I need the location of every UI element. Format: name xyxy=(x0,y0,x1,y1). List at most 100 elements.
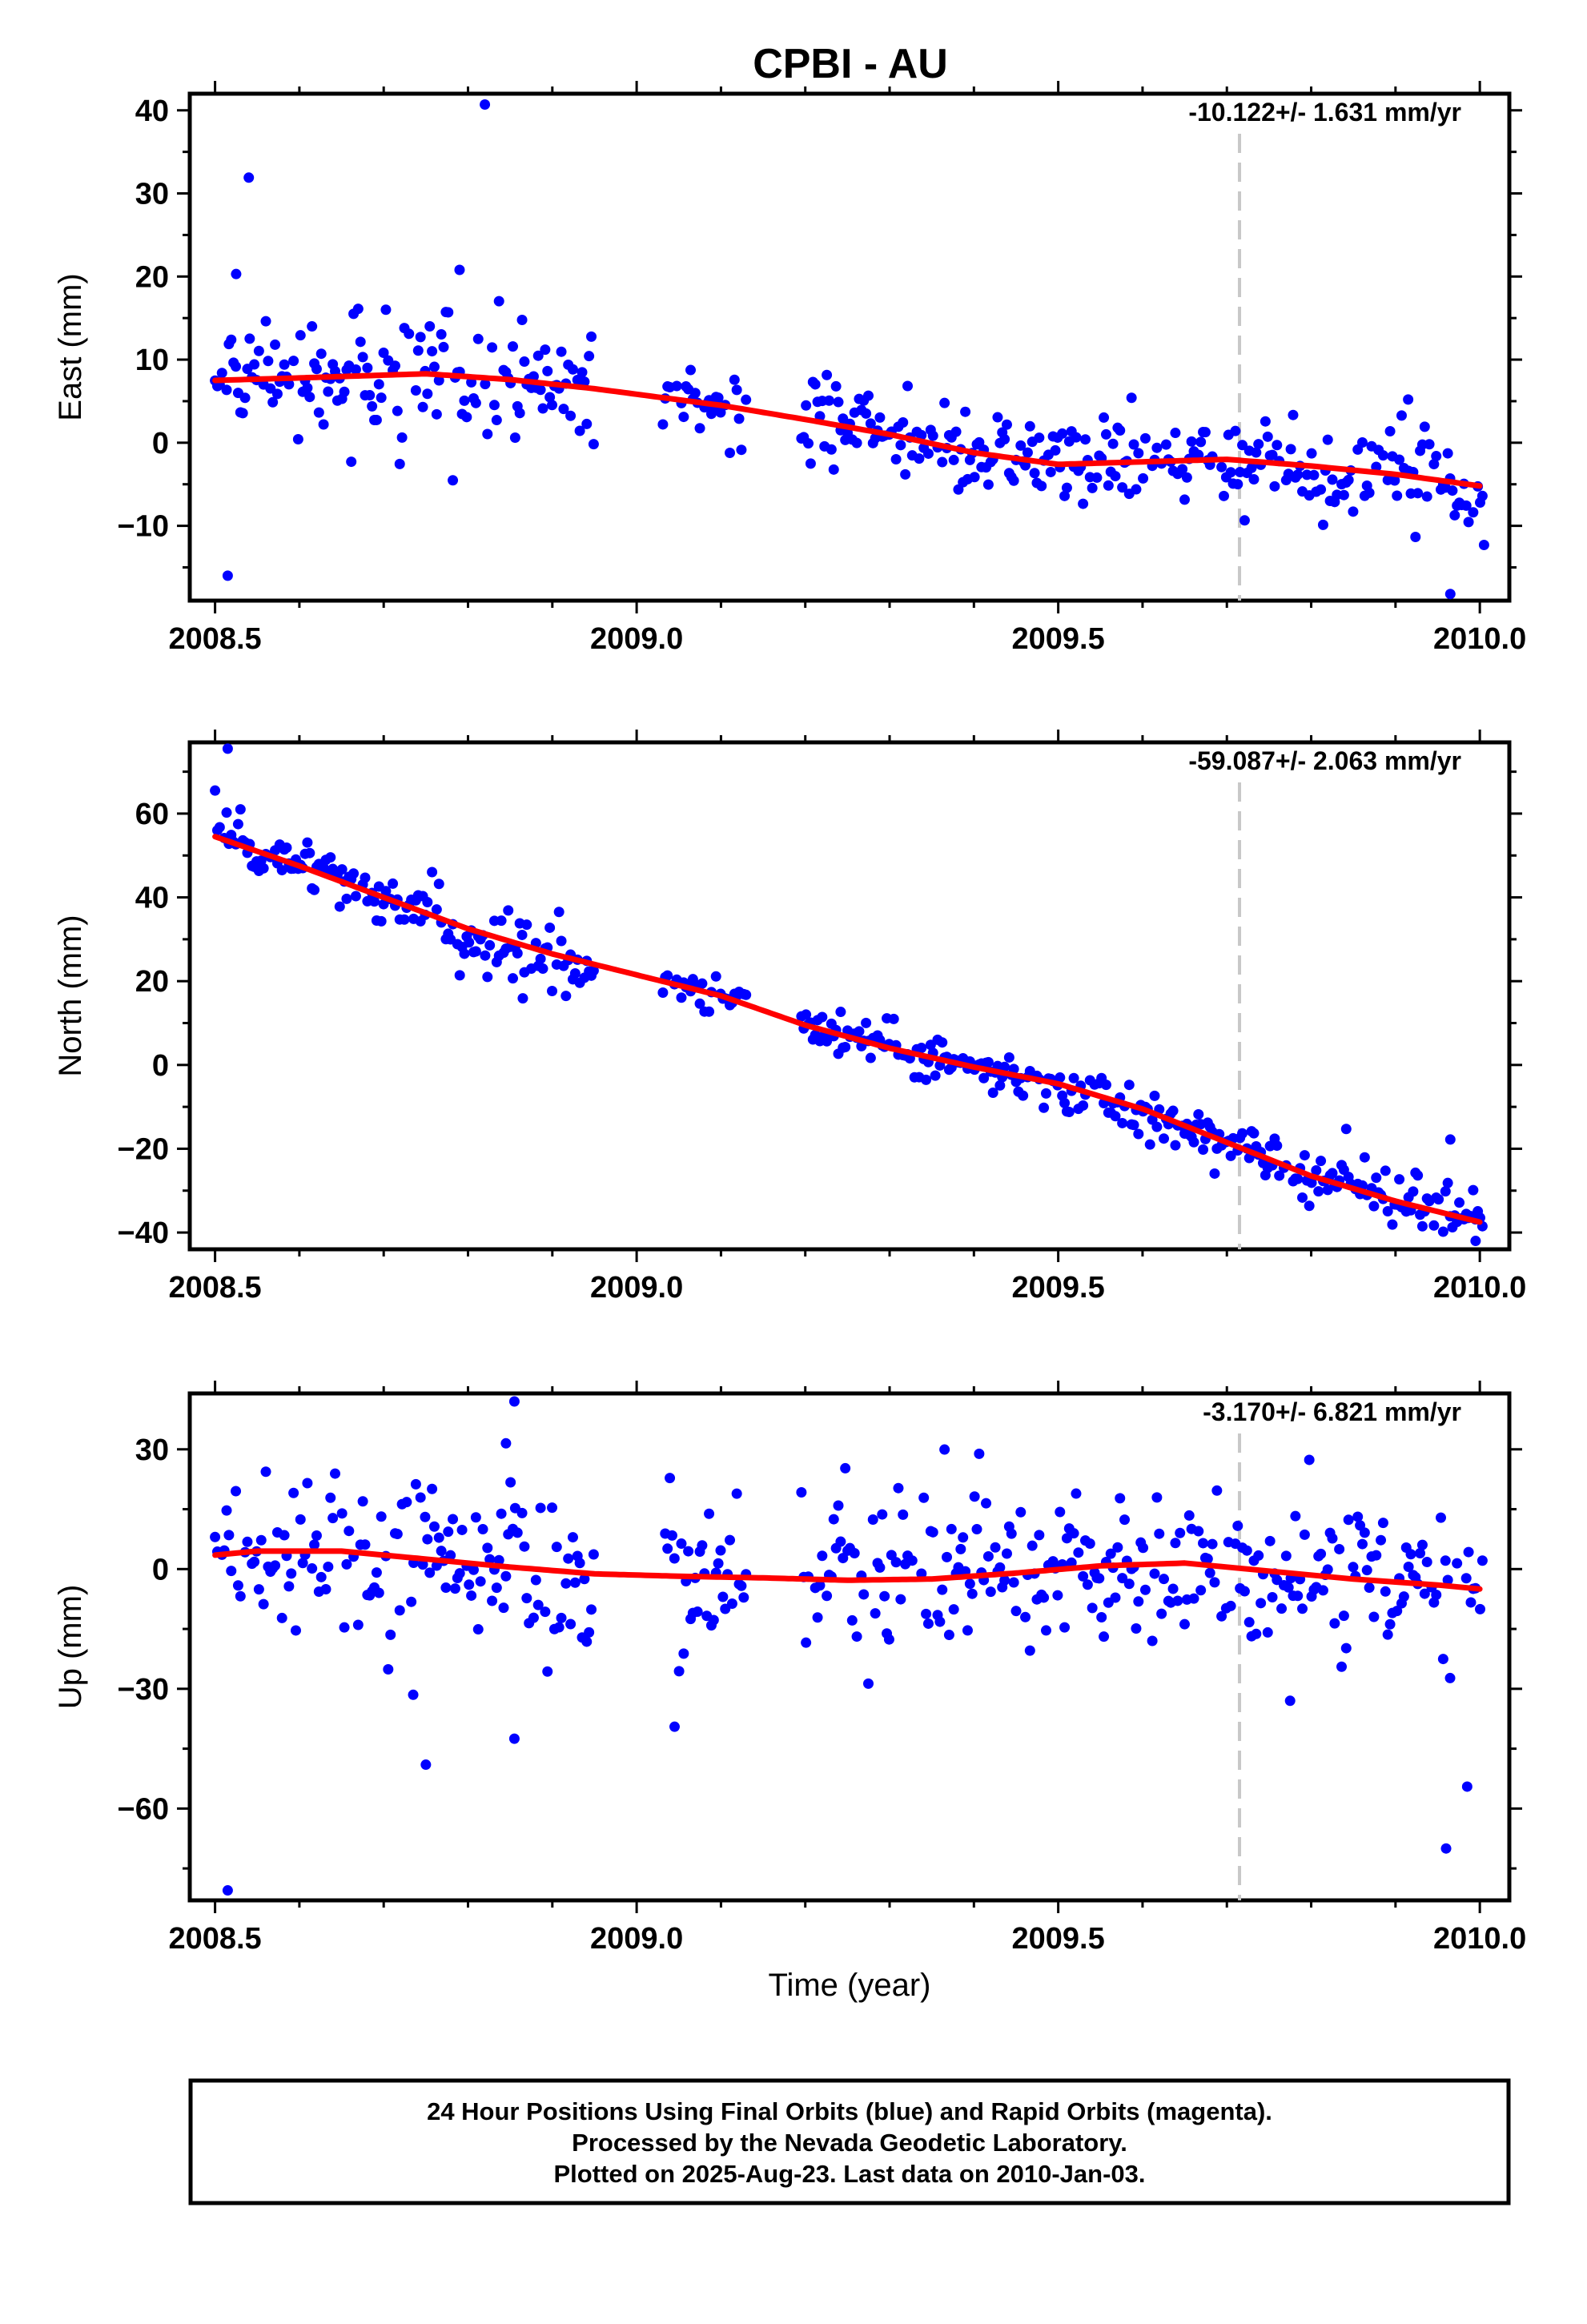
up-point xyxy=(1435,1512,1446,1523)
up-point xyxy=(1392,1606,1403,1617)
east-point xyxy=(1036,480,1047,492)
up-point xyxy=(521,1593,532,1604)
up-point xyxy=(1421,1556,1432,1567)
east-point xyxy=(1216,461,1227,472)
up-y-tick-label: −30 xyxy=(118,1673,169,1707)
east-point xyxy=(581,418,593,429)
up-point xyxy=(1316,1548,1327,1559)
up-point xyxy=(704,1508,715,1519)
east-point xyxy=(516,315,528,326)
up-point xyxy=(242,1536,253,1547)
east-point xyxy=(1327,474,1338,485)
east-x-tick-label: 2008.5 xyxy=(168,622,261,656)
east-point xyxy=(1419,421,1430,432)
east-point xyxy=(1117,482,1128,493)
up-point xyxy=(1343,1514,1354,1526)
east-point xyxy=(558,404,569,415)
north-point xyxy=(1159,1133,1170,1144)
up-point xyxy=(922,1618,934,1629)
up-point xyxy=(1094,1573,1105,1584)
east-outlier-point xyxy=(1403,394,1414,405)
up-point xyxy=(565,1618,577,1630)
north-point xyxy=(1018,1090,1029,1101)
north-outlier-point xyxy=(210,785,221,796)
up-point xyxy=(1348,1562,1359,1573)
up-point xyxy=(666,1530,677,1541)
up-point xyxy=(428,1521,440,1532)
up-point xyxy=(1099,1631,1110,1642)
up-point xyxy=(883,1634,894,1645)
east-point xyxy=(493,296,504,307)
east-point xyxy=(1195,436,1207,448)
north-point xyxy=(1340,1124,1352,1135)
north-trend-line xyxy=(212,834,1483,1225)
east-point xyxy=(830,380,842,392)
north-point xyxy=(258,862,269,874)
north-point xyxy=(302,837,313,848)
north-panel: 2008.5 2009.0 2009.5 2010.0 −40 −20 0 20 40 60 Nor… xyxy=(53,730,1526,1305)
north-point xyxy=(341,893,352,904)
east-point xyxy=(1001,419,1012,430)
north-point xyxy=(508,973,519,984)
up-point xyxy=(1463,1546,1474,1558)
up-point xyxy=(1356,1538,1368,1550)
up-point xyxy=(221,1505,232,1516)
up-point xyxy=(673,1666,685,1677)
up-point xyxy=(487,1595,498,1606)
north-point xyxy=(1188,1136,1199,1148)
north-point xyxy=(1128,1120,1139,1131)
up-point xyxy=(982,1550,994,1562)
up-point xyxy=(812,1612,823,1623)
up-point xyxy=(341,1558,352,1570)
up-point xyxy=(927,1526,938,1538)
north-x-tick-label: 2010.0 xyxy=(1433,1271,1526,1305)
up-point xyxy=(1264,1535,1276,1546)
east-point xyxy=(1248,474,1260,485)
north-point xyxy=(588,965,599,976)
east-point xyxy=(427,346,438,357)
east-point xyxy=(898,417,909,428)
north-point xyxy=(1248,1128,1260,1139)
north-point xyxy=(1454,1197,1465,1208)
up-point xyxy=(1159,1574,1170,1585)
up-point xyxy=(1112,1542,1123,1553)
north-point xyxy=(376,915,387,927)
east-point xyxy=(729,374,740,385)
north-point xyxy=(1416,1220,1428,1232)
north-point xyxy=(516,929,528,940)
east-point xyxy=(267,396,279,408)
east-point xyxy=(736,444,747,456)
up-point xyxy=(1027,1540,1038,1551)
up-outlier-point xyxy=(1440,1843,1452,1854)
east-point xyxy=(1071,432,1082,443)
east-point xyxy=(1253,439,1264,450)
up-point xyxy=(1283,1582,1294,1593)
up-point xyxy=(1010,1606,1022,1617)
up-point xyxy=(1073,1547,1084,1558)
up-point xyxy=(311,1530,322,1542)
north-point xyxy=(1039,1102,1050,1113)
up-point xyxy=(493,1554,504,1566)
north-point xyxy=(854,1026,865,1037)
east-point xyxy=(487,342,498,353)
up-point xyxy=(553,1622,564,1633)
up-outlier-point xyxy=(222,1885,233,1896)
east-point xyxy=(355,336,366,348)
east-point xyxy=(346,456,357,468)
east-point xyxy=(1447,485,1458,497)
north-point xyxy=(569,968,581,979)
up-point xyxy=(373,1587,384,1598)
east-point xyxy=(371,414,382,425)
east-frame xyxy=(187,91,1512,603)
up-y-axis-label: Up (mm) xyxy=(53,1585,88,1710)
north-point xyxy=(1055,1072,1066,1084)
up-point xyxy=(1040,1625,1051,1636)
east-point xyxy=(1389,475,1400,486)
up-point xyxy=(893,1482,904,1494)
up-point xyxy=(1398,1591,1409,1602)
up-point xyxy=(464,1579,475,1590)
up-point xyxy=(1253,1550,1264,1561)
east-point xyxy=(1239,515,1250,526)
up-point xyxy=(937,1584,948,1595)
up-point xyxy=(1368,1611,1380,1622)
